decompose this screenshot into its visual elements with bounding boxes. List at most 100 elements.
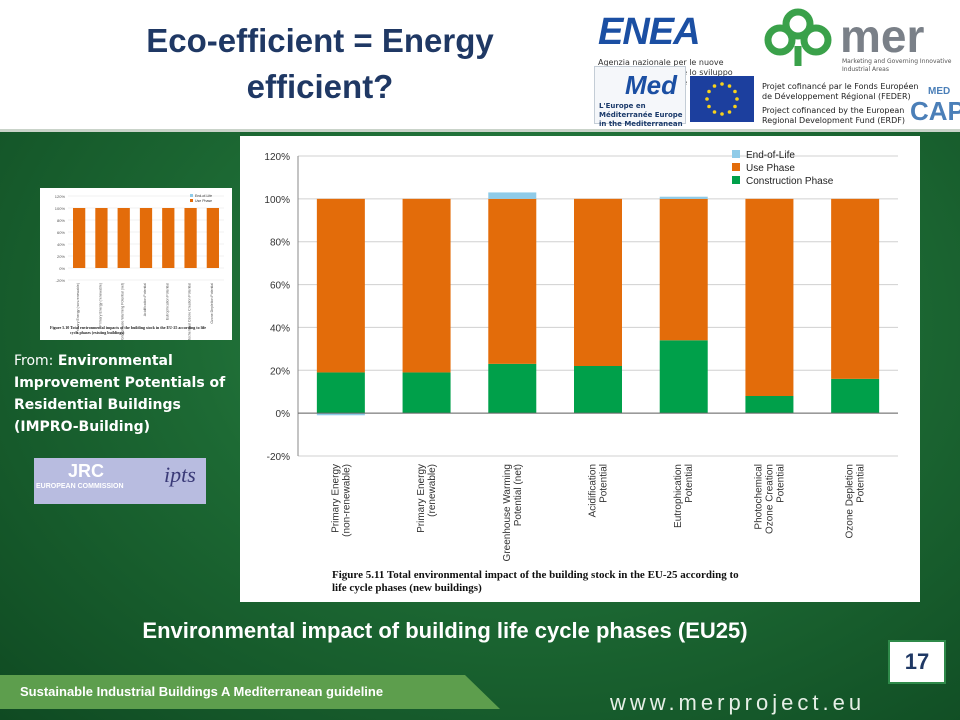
thumb-bar [117,208,130,268]
thumb-legend-label: End-of-Life [195,194,212,198]
x-tick-label-line: Greenhouse Warming [502,464,513,561]
thumb-legend-swatch [190,199,193,202]
x-tick-label: Ozone DepletionPotential [845,464,867,539]
bar-construction-phase [745,396,794,414]
x-tick-label: Primary Energy(renewable) [416,464,438,533]
chart-subtitle: Environmental impact of building life cy… [142,618,748,643]
thumb-caption-line: cycle phases (existing buildings) [70,330,125,335]
x-tick-label-line: Ozone Depletion [845,464,856,539]
figure-caption-line: life cycle phases (new buildings) [332,582,482,594]
bar-use-phase [659,198,708,341]
x-tick-label: Greenhouse WarmingPotential (net) [502,464,524,561]
eu-star-icon [720,112,724,116]
y-tick-label: 40% [270,323,290,334]
x-tick-label-line: (renewable) [427,464,438,517]
source-prefix: From: [14,353,58,369]
eu-star-icon [712,110,717,114]
bar-use-phase [574,198,622,366]
med-subtitle: L'Europe en Méditerranée Europe in the M… [599,102,683,128]
bar-use-phase [745,198,794,396]
bar-use-phase [831,198,880,379]
thumb-y-tick-label: 0% [59,266,65,271]
x-tick-label-line: Potential [856,464,867,503]
eu-star-icon [712,84,717,88]
y-tick-label: 20% [270,366,290,377]
medcap-wordmark: CAP [910,96,960,126]
source-title: Environmental Improvement Potentials of … [14,353,226,435]
thumb-y-tick-label: -20% [56,278,66,283]
x-tick-label-line: Potential [599,464,610,503]
x-tick-label: PhotochemicalOzone CreationPotential [753,464,786,534]
legend-swatch [732,150,740,158]
thumb-x-tick-label: Eutrophication Potential [165,283,169,320]
thumb-y-tick-label: 80% [57,218,65,223]
thumb-bar [162,208,175,268]
y-tick-label: 80% [270,238,290,249]
x-tick-label-line: (non-renewable) [341,464,352,537]
thumb-x-tick-label: Greenhouse Warming Potential (net) [121,283,125,340]
footer-url: www.merproject.eu [610,690,866,715]
bar-construction-phase [488,363,537,414]
eu-flag-icon [690,76,754,122]
thumb-bar [184,208,197,268]
y-tick-label: 0% [276,409,291,420]
page-number: 17 [888,640,946,684]
thumb-x-tick-label: Acidification Potential [143,283,147,316]
mer-tagline: Marketing and Governing Innovative Indus… [842,58,952,73]
legend-label: End-of-Life [746,150,795,161]
y-tick-label: 60% [270,281,290,292]
y-tick-label: 100% [264,195,290,206]
x-tick-label-line: Primary Energy [416,464,427,533]
bar-construction-phase [574,366,622,414]
legend-swatch [732,176,740,184]
eu-star-icon [727,84,732,88]
ipts-wordmark: ipts [164,462,196,487]
legend-swatch [732,163,740,171]
y-tick-label: 120% [264,152,290,163]
funding-notice: Projet cofinancé par le Fonds Européen d… [762,82,922,130]
thumb-x-tick-label: Ozone Depletion Potential [210,283,214,324]
eu-star-icon [707,104,711,109]
chart-panel: -20% 0% 20% 40% 60% 80% 100% 120% Primary Energy… [240,136,920,602]
x-tick-label: AcidificationPotential [588,464,610,517]
thumb-bar [139,208,153,268]
thumb-y-tick-label: 40% [57,242,65,247]
medcap-logo: MED CAP [906,86,960,130]
thumbnail-chart-svg: -20% 0% 20% 40% 60% 80% 100% 120% Primary Energy… [50,194,224,346]
clover-icon [764,8,832,66]
thumb-y-tick-label: 20% [57,254,65,259]
thumbnail-chart: -20% 0% 20% 40% 60% 80% 100% 120% Primary Energy… [40,188,232,346]
figure-caption-line: Figure 5.11 Total environmental impact o… [332,569,739,581]
thumb-bar [95,208,108,268]
bar-end-of-life [316,413,365,416]
bar-end-of-life [659,196,708,199]
x-tick-label-line: Acidification [588,464,599,517]
eu-star-icon [720,82,724,86]
x-tick-label: EutrophicationPotential [673,464,695,528]
bar-end-of-life [488,192,537,199]
figure-caption: Figure 5.11 Total environmental impact o… [332,569,739,594]
jrc-subtitle: EUROPEAN COMMISSION [36,483,124,490]
footer-band [0,675,500,709]
bar-construction-phase [659,340,708,414]
thumb-x-tick-label: Primary Energy (renewable) [98,283,102,327]
eu-star-icon [735,97,739,101]
x-tick-label-line: Eutrophication [673,464,684,528]
mer-logo: mer Marketing and Governing Innovative I… [758,6,958,73]
thumb-x-tick-label: Photochemical Ozone Creation Potential [188,283,192,340]
thumb-caption: Figure 5.10 Total environmental impacts … [50,325,206,335]
jrc-logo: JRC EUROPEAN COMMISSION ipts [34,458,206,504]
thumb-y-tick-label: 60% [57,230,65,235]
eu-star-icon [727,110,732,114]
eu-star-icon [705,97,709,101]
slide-title: Eco-efficient = Energy efficient? [146,22,494,105]
bar-construction-phase [316,372,365,414]
bar-use-phase [316,198,365,373]
bar-construction-phase [402,372,451,414]
x-tick-label-line: Potential (net) [513,464,524,526]
thumb-x-tick-label: Primary Energy (non-renewable) [76,283,80,334]
x-tick-label-line: Potential [684,464,695,503]
impact-chart: -20% 0% 20% 40% 60% 80% 100% 120% Primary Energy… [264,150,898,594]
x-tick-label-line: Primary Energy [330,464,341,533]
x-tick-label-line: Potential [775,464,786,503]
